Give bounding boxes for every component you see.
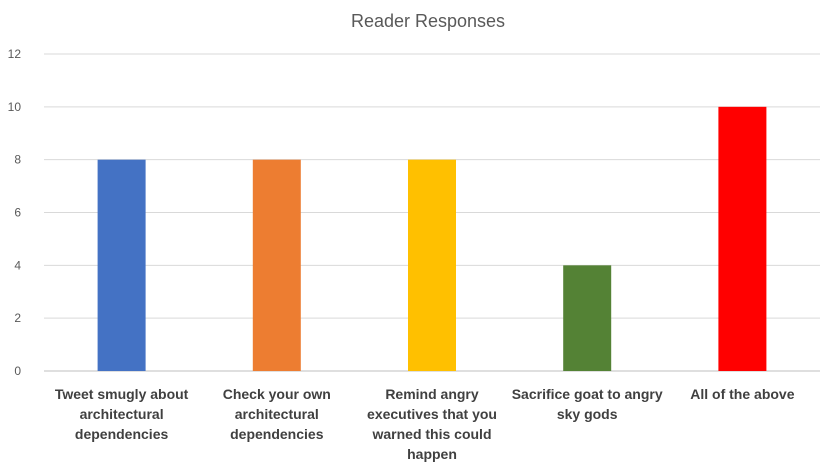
x-tick-label: Remind angry executives that you warned … [367, 386, 497, 462]
bars [97, 106, 767, 371]
bar [97, 159, 146, 371]
bar [718, 106, 767, 371]
y-tick-label: 2 [14, 311, 21, 325]
y-tick-label: 4 [14, 258, 21, 272]
y-tick-label: 12 [8, 47, 22, 61]
x-tick-label: Check your own architectural dependencie… [222, 386, 331, 442]
y-tick-label: 8 [14, 153, 21, 167]
y-tick-label: 0 [14, 364, 21, 378]
y-tick-label: 10 [8, 100, 22, 114]
bar [563, 265, 612, 371]
bar [252, 159, 301, 371]
x-tick-label: Sacrifice goat to angry sky gods [511, 386, 663, 422]
y-tick-label: 6 [14, 206, 21, 220]
chart-title: Reader Responses [351, 11, 505, 31]
x-tick-label: Tweet smugly about architectural depende… [54, 386, 189, 442]
y-axis-ticks: 0 2 4 6 8 10 12 [8, 47, 22, 378]
bar [408, 159, 456, 371]
x-tick-label: All of the above [690, 386, 795, 402]
